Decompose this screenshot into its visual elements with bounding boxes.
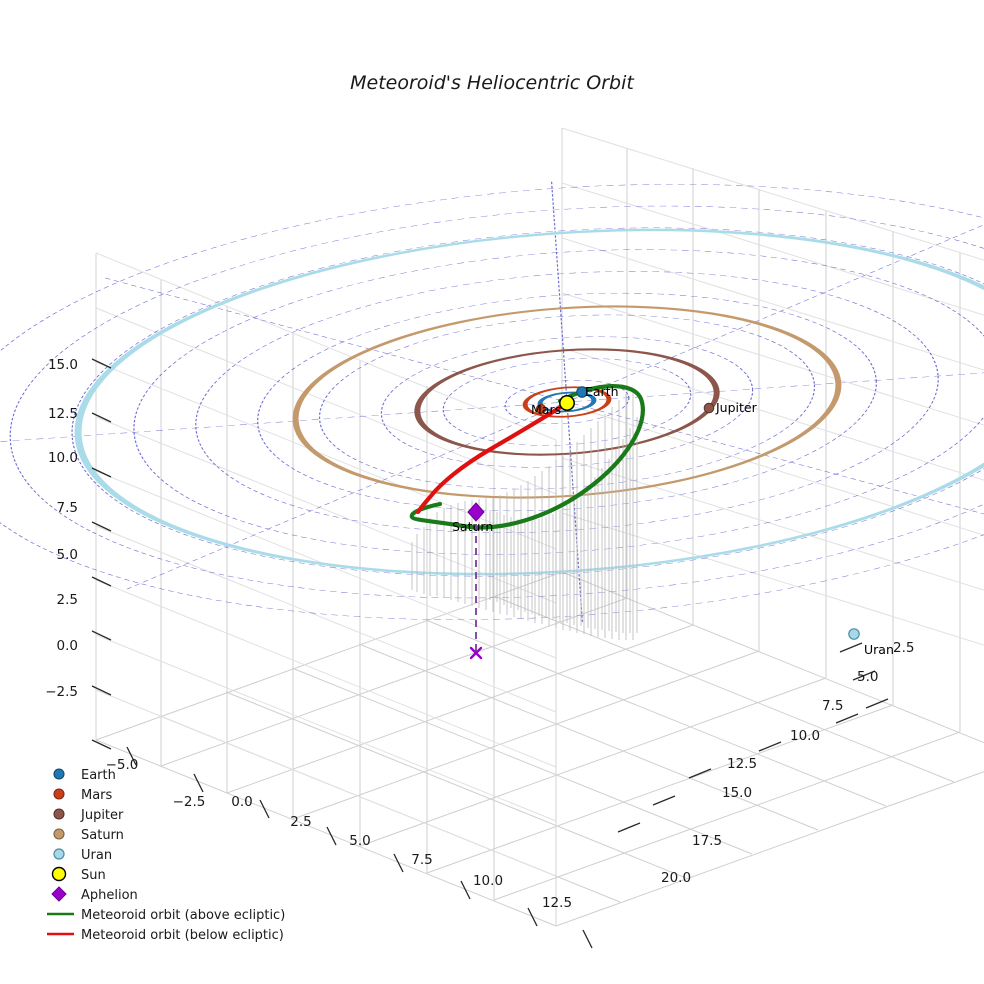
y-ticklabel-20: 20.0 — [661, 870, 691, 886]
annotation-earth: Earth — [585, 384, 619, 399]
x-tick-2 — [259, 799, 270, 819]
z-tick-1 — [91, 685, 112, 696]
orbit-stem-lines — [411, 389, 638, 640]
aphelion-marker[interactable] — [467, 502, 485, 522]
z-ticklabel-minus-2-5: −2.5 — [45, 684, 78, 700]
legend-label-uran: Uran — [81, 848, 112, 863]
x-tick-5 — [460, 880, 471, 900]
y-tick-3 — [835, 713, 859, 724]
legend-label-sun: Sun — [81, 868, 106, 883]
x-ticklabel-7-5: 7.5 — [411, 852, 432, 868]
y-tick-5 — [688, 768, 712, 779]
legend-label-mars: Mars — [81, 788, 113, 803]
aphelion-projection-x-marker — [469, 646, 483, 660]
aphelion-group — [467, 502, 485, 660]
x-tick-0 — [126, 746, 137, 766]
legend-label-saturn: Saturn — [81, 828, 124, 843]
legend-label-earth: Earth — [81, 768, 116, 783]
z-ticklabel-5: 5.0 — [57, 547, 78, 563]
z-tick-3 — [91, 576, 112, 587]
legend-label-above-ecliptic: Meteoroid orbit (above ecliptic) — [81, 908, 285, 923]
orbit-saturn — [292, 305, 842, 499]
legend-marker-earth — [53, 768, 65, 780]
z-tick-0 — [91, 739, 112, 750]
y-tick-7 — [617, 822, 641, 833]
y-ticklabel-17-5: 17.5 — [692, 833, 722, 849]
annotation-saturn: Saturn — [452, 519, 493, 534]
y-ticklabel-2-5: 2.5 — [893, 640, 914, 656]
z-ticklabel-0: 0.0 — [57, 638, 78, 654]
z-axis: 15.0 12.5 10.0 7.5 5.0 2.5 0.0 −2.5 — [45, 357, 112, 750]
annotation-uran: Uran — [864, 642, 894, 657]
marker-mars[interactable] — [535, 403, 547, 415]
y-tick-4 — [758, 741, 782, 752]
z-tick-6 — [91, 412, 112, 423]
body-annotations: Earth Mars Jupiter Saturn Uran — [452, 384, 894, 657]
z-ticklabel-15: 15.0 — [48, 357, 78, 373]
legend-marker-jupiter — [53, 808, 65, 820]
y-axis: 2.5 5.0 7.5 10.0 12.5 15.0 17.5 20.0 — [617, 640, 914, 886]
body-markers — [535, 386, 860, 640]
y-ticklabel-15: 15.0 — [722, 785, 752, 801]
marker-uranus[interactable] — [848, 628, 860, 640]
legend-marker-uran — [53, 848, 65, 860]
z-tick-4 — [91, 521, 112, 532]
x-axis: −5.0 −2.5 0.0 2.5 5.0 7.5 10.0 12.5 — [106, 746, 593, 949]
y-tick-6 — [652, 795, 676, 806]
legend-label-jupiter: Jupiter — [80, 808, 124, 823]
x-tick-4 — [393, 853, 404, 873]
x-tick-6 — [527, 907, 538, 927]
annotation-jupiter: Jupiter — [715, 400, 758, 415]
y-ticklabel-12-5: 12.5 — [727, 756, 757, 772]
y-ticklabel-5: 5.0 — [857, 669, 878, 685]
z-ticklabel-12-5: 12.5 — [48, 406, 78, 422]
orbit-uranus — [74, 228, 984, 576]
z-tick-2 — [91, 630, 112, 641]
z-ticklabel-2-5: 2.5 — [57, 592, 78, 608]
x-tick-1 — [193, 773, 204, 793]
legend-marker-mars — [53, 788, 65, 800]
meteoroid-orbit-below-ecliptic — [415, 400, 570, 515]
marker-jupiter[interactable] — [703, 402, 715, 414]
y-tick-2 — [865, 698, 889, 709]
marker-sun[interactable] — [559, 395, 575, 411]
x-ticklabel-5: 5.0 — [349, 833, 370, 849]
planet-orbits — [74, 228, 984, 576]
x-ticklabel-12-5: 12.5 — [542, 895, 572, 911]
legend-label-aphelion: Aphelion — [81, 888, 138, 903]
y-ticklabel-10: 10.0 — [790, 728, 820, 744]
legend-marker-sun — [51, 866, 67, 882]
annotation-mars: Mars — [531, 402, 561, 417]
x-ticklabel-10: 10.0 — [473, 873, 503, 889]
legend: Earth Mars Jupiter Saturn Uran Sun Aphel… — [47, 768, 285, 943]
marker-earth[interactable] — [576, 386, 588, 398]
x-ticklabel-2-5: 2.5 — [290, 814, 311, 830]
orbit-jupiter — [414, 348, 720, 456]
meteoroid-orbit-above-ecliptic — [409, 384, 645, 530]
y-ticklabel-7-5: 7.5 — [822, 698, 843, 714]
z-ticklabel-10: 10.0 — [48, 450, 78, 466]
x-ticklabel-minus-5: −5.0 — [106, 757, 139, 773]
x-ticklabel-0: 0.0 — [231, 794, 252, 810]
x-ticklabel-minus-2-5: −2.5 — [173, 794, 206, 810]
legend-label-below-ecliptic: Meteoroid orbit (below ecliptic) — [81, 928, 284, 943]
y-tick-0 — [839, 642, 863, 653]
x-tick-7 — [582, 929, 593, 949]
z-tick-5 — [91, 467, 112, 478]
orbit-mars — [522, 386, 612, 418]
page-title: Meteoroid's Heliocentric Orbit — [350, 72, 634, 94]
z-tick-7 — [91, 358, 112, 369]
z-ticklabel-7-5: 7.5 — [57, 500, 78, 516]
orbit-earth — [537, 391, 597, 413]
legend-marker-aphelion — [51, 886, 67, 902]
legend-marker-saturn — [53, 828, 65, 840]
x-tick-3 — [326, 826, 337, 846]
y-tick-1 — [852, 670, 876, 681]
